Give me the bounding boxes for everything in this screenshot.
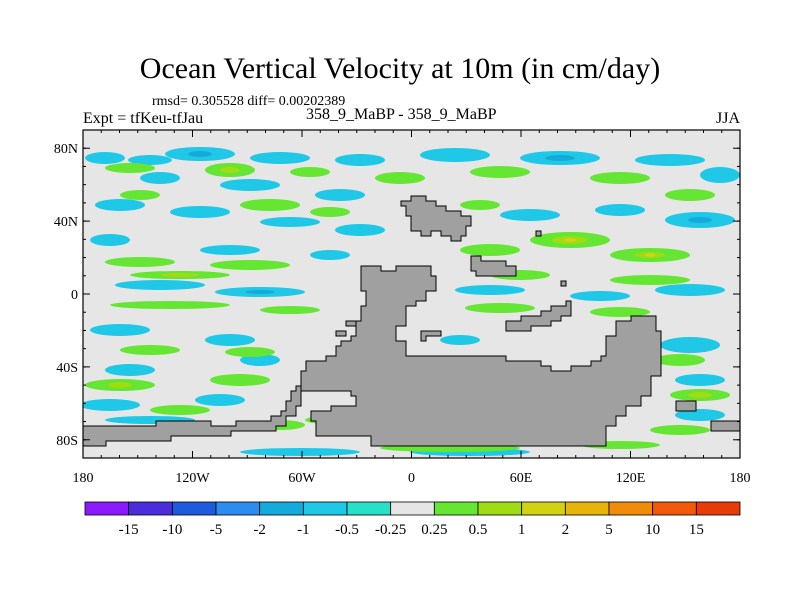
- colorbar-label: 10: [645, 522, 660, 538]
- colorbar-label: -2: [253, 522, 266, 538]
- experiment-label: Expt = tfKeu-tfJau: [83, 110, 204, 127]
- colorbar-swatch: [215, 501, 261, 516]
- y-tick-label: 80S: [56, 434, 78, 449]
- land-main-continent: [300, 265, 662, 447]
- land-ne-of-africa: [505, 300, 572, 332]
- x-tick-label: 180: [73, 471, 94, 486]
- land-small-north: [470, 255, 517, 277]
- colorbar-label: -15: [119, 522, 139, 538]
- colorbar-swatch: [477, 501, 523, 516]
- land-island-sw: [335, 330, 347, 337]
- colorbar-swatch: [302, 501, 348, 516]
- anomaly-field: [83, 147, 740, 456]
- colorbar-swatch: [695, 501, 741, 516]
- land-north-peninsula: [400, 195, 472, 242]
- colorbar-label: -5: [210, 522, 223, 538]
- land-island-ne: [535, 230, 542, 237]
- colorbar-swatch: [171, 501, 217, 516]
- colorbar-swatch: [128, 501, 173, 516]
- colorbar-labels: -15 -10 -5 -2 -1 -0.5 -0.25 0.25 0.5 1 2 5 10 15: [119, 522, 704, 538]
- colorbar-swatch: [521, 501, 566, 516]
- colorbar-swatch: [259, 501, 304, 516]
- season-label: JJA: [715, 110, 740, 127]
- colorbar-label: 2: [562, 522, 570, 538]
- axis-ticks: [82, 129, 741, 459]
- colorbar-label: -0.25: [375, 522, 406, 538]
- colorbar-swatch: [433, 501, 479, 516]
- colorbar-label: 5: [605, 522, 613, 538]
- x-tick-label: 60E: [510, 471, 533, 486]
- land-island-e: [560, 280, 567, 287]
- land-south-strip: [83, 385, 302, 447]
- x-tick-label: 120W: [175, 471, 210, 486]
- colorbar-swatch: [608, 501, 654, 516]
- land-se-islands: [675, 400, 697, 412]
- x-tick-label: 180: [730, 471, 751, 486]
- colorbar-label: -10: [162, 522, 182, 538]
- land-se-right: [710, 420, 740, 432]
- y-tick-label: 0: [71, 288, 78, 303]
- colorbar-swatch: [564, 501, 610, 516]
- y-tick-label: 40N: [54, 215, 78, 230]
- x-tick-label: 120E: [616, 471, 646, 486]
- x-axis-labels: 180 120W 60W 0 60E 120E 180: [73, 471, 751, 486]
- land-masses: [83, 195, 740, 447]
- colorbar-swatch: [346, 501, 392, 516]
- colorbar-label: 1: [518, 522, 526, 538]
- y-tick-label: 80N: [54, 142, 78, 157]
- colorbar-swatch: [652, 501, 697, 516]
- colorbar-label: 15: [689, 522, 704, 538]
- y-axis-labels: 80N 40N 0 40S 80S: [54, 142, 78, 449]
- center-label: 358_9_MaBP - 358_9_MaBP: [306, 106, 497, 123]
- map-title: Ocean Vertical Velocity at 10m (in cm/da…: [139, 52, 661, 85]
- colorbar-label: 0.25: [421, 522, 447, 538]
- x-tick-label: 60W: [288, 471, 316, 486]
- colorbar-swatch: [84, 501, 130, 516]
- colorbar-label: -1: [297, 522, 310, 538]
- land-island-s: [345, 320, 357, 327]
- colorbar-swatch: [390, 501, 435, 516]
- colorbar-label: 0.5: [469, 522, 488, 538]
- stats-label: rmsd= 0.305528 diff= 0.00202389: [152, 94, 346, 109]
- y-tick-label: 40S: [56, 361, 78, 376]
- x-tick-label: 0: [408, 471, 415, 486]
- colorbar: [84, 501, 741, 516]
- map-plot-area: [83, 130, 740, 458]
- land-island-w: [420, 330, 442, 342]
- colorbar-label: -0.5: [335, 522, 359, 538]
